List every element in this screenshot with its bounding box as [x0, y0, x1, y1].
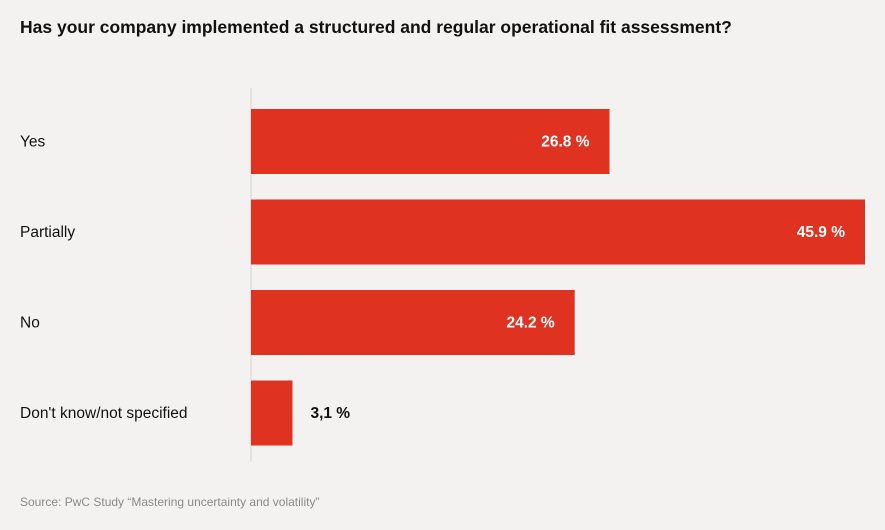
source-note: Source: PwC Study “Mastering uncertainty… [20, 495, 320, 509]
bar [251, 109, 610, 174]
value-label: 3,1 % [310, 405, 350, 422]
value-label: 26.8 % [541, 134, 589, 151]
bar [251, 380, 293, 446]
chart-title: Has your company implemented a structure… [20, 17, 732, 37]
category-label: No [20, 315, 40, 332]
category-label: Partially [20, 224, 75, 241]
value-label: 45.9 % [797, 224, 845, 241]
value-label: 24.2 % [506, 315, 554, 332]
category-label: Yes [20, 134, 46, 151]
bar [251, 199, 865, 265]
category-label: Don't know/not specified [20, 405, 188, 422]
bar [251, 290, 575, 355]
